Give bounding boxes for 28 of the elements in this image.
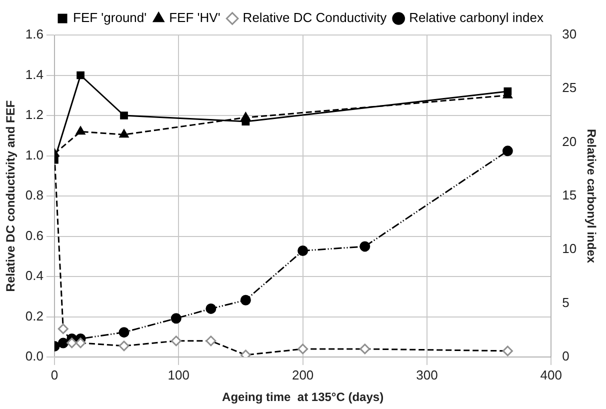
y-tick-label: 0.8 — [25, 188, 44, 203]
x-tick-label: 100 — [168, 367, 190, 382]
legend-label: Relative DC Conductivity — [242, 10, 388, 26]
x-tick-label: 0 — [50, 367, 58, 382]
y2-tick-label: 15 — [562, 188, 577, 203]
y-tick-label: 1.6 — [25, 26, 44, 42]
legend-label: FEF 'ground' — [73, 10, 147, 26]
legend-label: Relative carbonyl index — [409, 10, 544, 26]
y2-tick-label: 5 — [562, 294, 570, 310]
y2-axis-title: Relative carbonyl index — [584, 128, 598, 264]
x-axis-title: Ageing time at 135°C (days) — [222, 390, 384, 404]
y-axis-title: Relative DC conductivity and FEF — [4, 100, 18, 292]
y2-tick-label: 20 — [562, 134, 577, 149]
x-tick-label: 300 — [416, 367, 438, 382]
y-tick-label: 0.0 — [25, 348, 44, 364]
y2-tick-label: 25 — [562, 80, 577, 96]
y2-tick-label: 30 — [562, 26, 577, 42]
legend-label: FEF 'HV' — [169, 10, 220, 26]
y-tick-label: 1.2 — [25, 107, 44, 122]
y-tick-label: 0.6 — [25, 228, 44, 243]
y-tick-label: 1.0 — [25, 147, 44, 162]
y2-tick-label: 10 — [562, 241, 577, 256]
x-tick-label: 400 — [540, 367, 562, 382]
y-tick-label: 0.4 — [25, 268, 44, 284]
y-tick-label: 0.2 — [25, 308, 44, 324]
y-tick-label: 1.4 — [25, 66, 44, 82]
y2-tick-label: 0 — [562, 348, 570, 364]
x-tick-label: 200 — [292, 367, 314, 382]
